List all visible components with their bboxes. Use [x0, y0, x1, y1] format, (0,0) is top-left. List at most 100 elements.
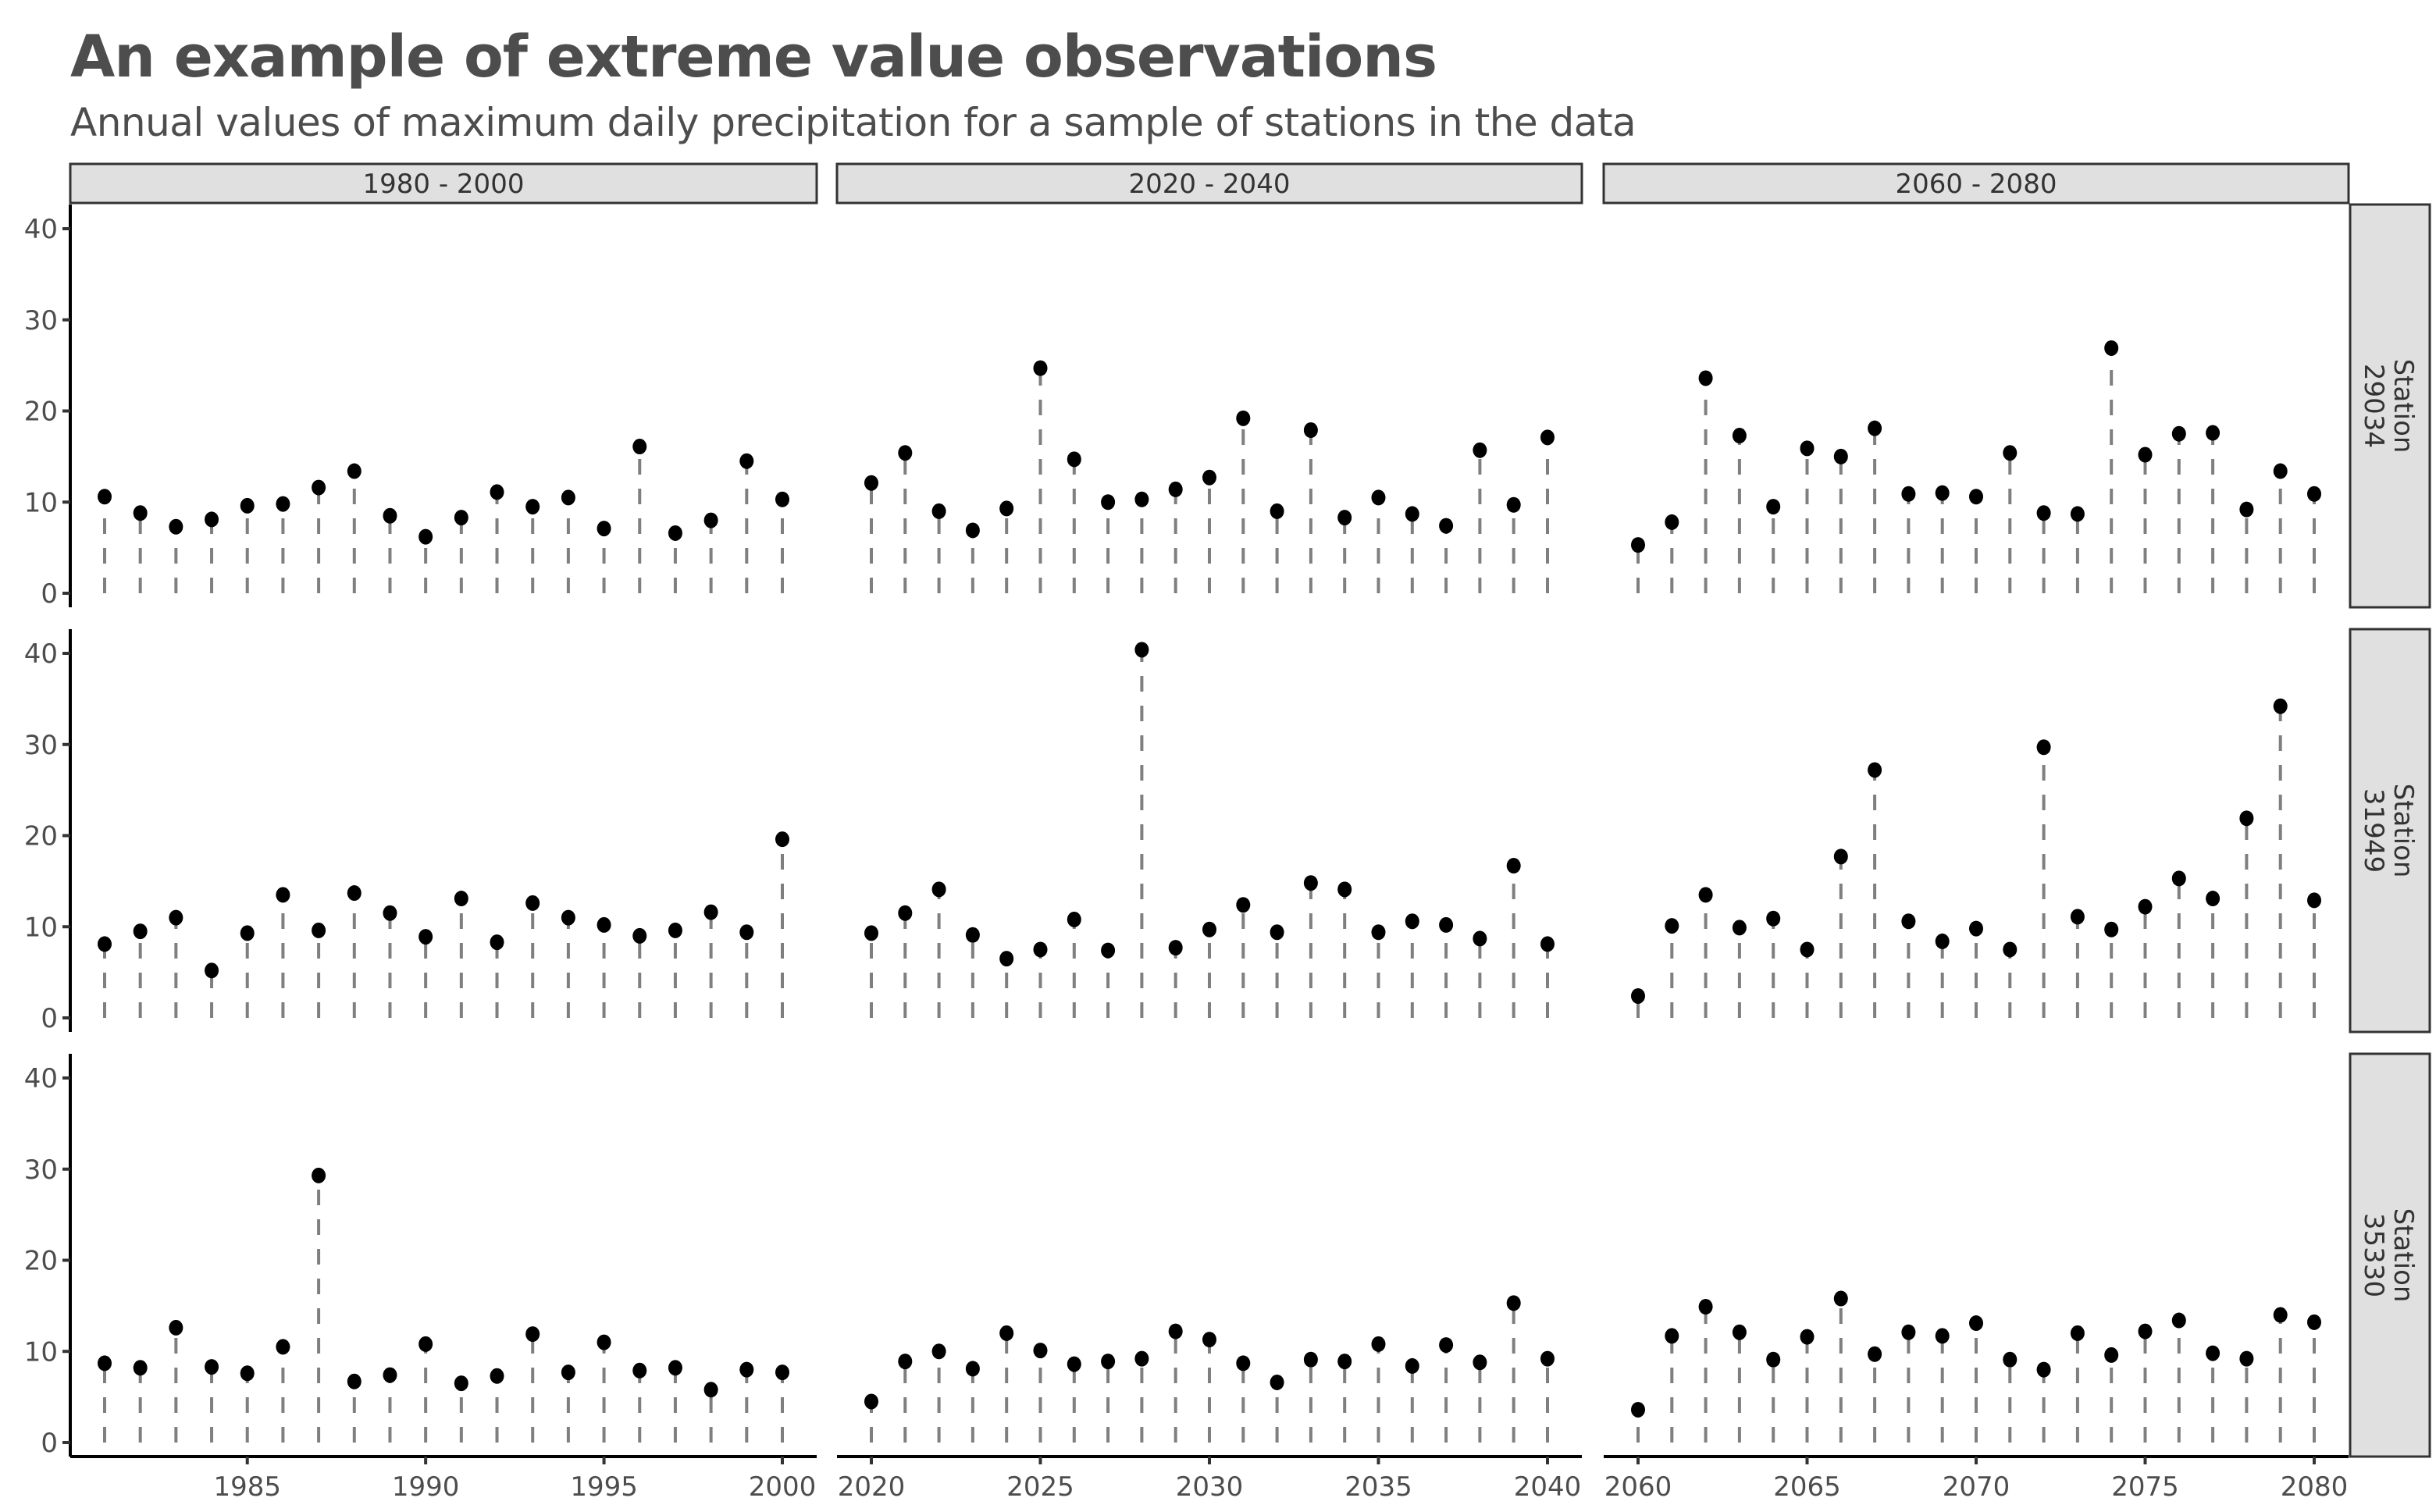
data-point: [1868, 420, 1882, 436]
data-point: [2036, 505, 2051, 521]
y-tick-label: 10: [24, 487, 58, 518]
data-point: [1202, 1332, 1216, 1348]
row-strip-label: Station29034: [2358, 359, 2419, 454]
data-point: [1405, 1357, 1419, 1374]
row-strip: Station35330: [2349, 1052, 2431, 1458]
x-tick-label: 2065: [1773, 1471, 1841, 1503]
data-point: [1168, 940, 1183, 956]
data-point: [2036, 739, 2051, 756]
data-point: [1935, 485, 1950, 501]
data-point: [1067, 911, 1081, 927]
chart-subtitle: Annual values of maximum daily precipita…: [70, 100, 1636, 145]
data-point: [1833, 1290, 1848, 1307]
data-point: [1800, 941, 1815, 958]
data-point: [898, 905, 913, 921]
x-tick-label: 2060: [1604, 1471, 1672, 1503]
data-point: [2104, 921, 2119, 937]
data-point: [347, 1373, 361, 1389]
data-point: [1833, 448, 1848, 464]
data-point: [2070, 1325, 2085, 1341]
data-point: [1337, 1354, 1352, 1370]
x-tick-label: 2075: [2111, 1471, 2179, 1503]
data-point: [169, 1319, 183, 1336]
row-strip-label: Station35330: [2358, 1208, 2419, 1303]
data-point: [2206, 891, 2221, 907]
data-point: [2206, 1345, 2221, 1361]
y-tick-label: 40: [24, 214, 58, 245]
data-point: [383, 905, 397, 921]
data-point: [240, 925, 255, 941]
data-point: [2239, 810, 2254, 827]
data-point: [864, 475, 878, 491]
data-point: [2138, 898, 2153, 915]
data-point: [347, 885, 361, 902]
data-point: [668, 525, 682, 541]
data-point: [2003, 941, 2018, 958]
data-point: [561, 489, 575, 506]
data-point: [999, 1325, 1014, 1341]
data-point: [703, 512, 718, 528]
x-tick-label: 2070: [1943, 1471, 2010, 1503]
data-point: [312, 922, 326, 938]
data-point: [418, 929, 433, 945]
panel: [864, 1295, 1555, 1443]
strip-background: [835, 162, 1583, 205]
panel: [1631, 1290, 2321, 1443]
x-tick-label: 2080: [2281, 1471, 2349, 1503]
data-point: [1901, 1324, 1916, 1340]
data-point: [205, 511, 219, 528]
panel: [1631, 340, 2321, 593]
y-tick-label: 40: [24, 1063, 58, 1094]
data-point: [1337, 510, 1352, 526]
data-point: [1540, 429, 1555, 446]
data-point: [739, 1361, 754, 1378]
data-point: [312, 479, 326, 496]
row-strip-label-line2: 31949: [2358, 788, 2389, 873]
data-point: [668, 922, 682, 938]
data-point: [668, 1360, 682, 1376]
data-point: [383, 507, 397, 524]
data-point: [1033, 941, 1048, 958]
data-point: [1698, 887, 1713, 903]
data-point: [383, 1367, 397, 1383]
row-strip-label-line1: Station: [2388, 1208, 2419, 1303]
data-point: [1101, 494, 1116, 511]
strip-background: [69, 162, 818, 205]
column-strip: 2020 - 2040: [835, 162, 1583, 205]
data-point: [2273, 1307, 2288, 1323]
data-point: [418, 528, 433, 545]
data-point: [1270, 1374, 1284, 1390]
data-point: [240, 497, 255, 514]
data-point: [1506, 858, 1521, 874]
data-point: [931, 503, 946, 519]
column-strip: 2060 - 2080: [1602, 162, 2350, 205]
data-point: [864, 1393, 878, 1410]
data-point: [1935, 933, 1950, 949]
data-point: [454, 891, 468, 907]
data-point: [775, 831, 789, 848]
data-point: [775, 491, 789, 507]
data-point: [169, 909, 183, 926]
data-point: [1168, 1323, 1183, 1339]
row-strip-label-line2: 29034: [2358, 364, 2389, 448]
data-point: [1033, 360, 1048, 376]
panel: [864, 360, 1555, 593]
data-point: [98, 936, 112, 952]
data-point: [1631, 987, 1645, 1004]
data-point: [999, 951, 1014, 967]
panels: [98, 340, 2321, 1443]
data-point: [1033, 1343, 1048, 1359]
data-point: [1766, 910, 1781, 927]
data-point: [1868, 762, 1882, 778]
row-strip-label-line1: Station: [2388, 784, 2419, 878]
row-strip-label-line2: 35330: [2358, 1213, 2389, 1297]
data-point: [1134, 491, 1149, 507]
strip-background: [2349, 1052, 2431, 1458]
data-point: [1439, 916, 1454, 933]
data-point: [1901, 486, 1916, 502]
data-point: [1868, 1346, 1882, 1362]
data-point: [597, 521, 611, 537]
data-point: [1969, 1315, 1983, 1332]
data-point: [561, 909, 575, 926]
